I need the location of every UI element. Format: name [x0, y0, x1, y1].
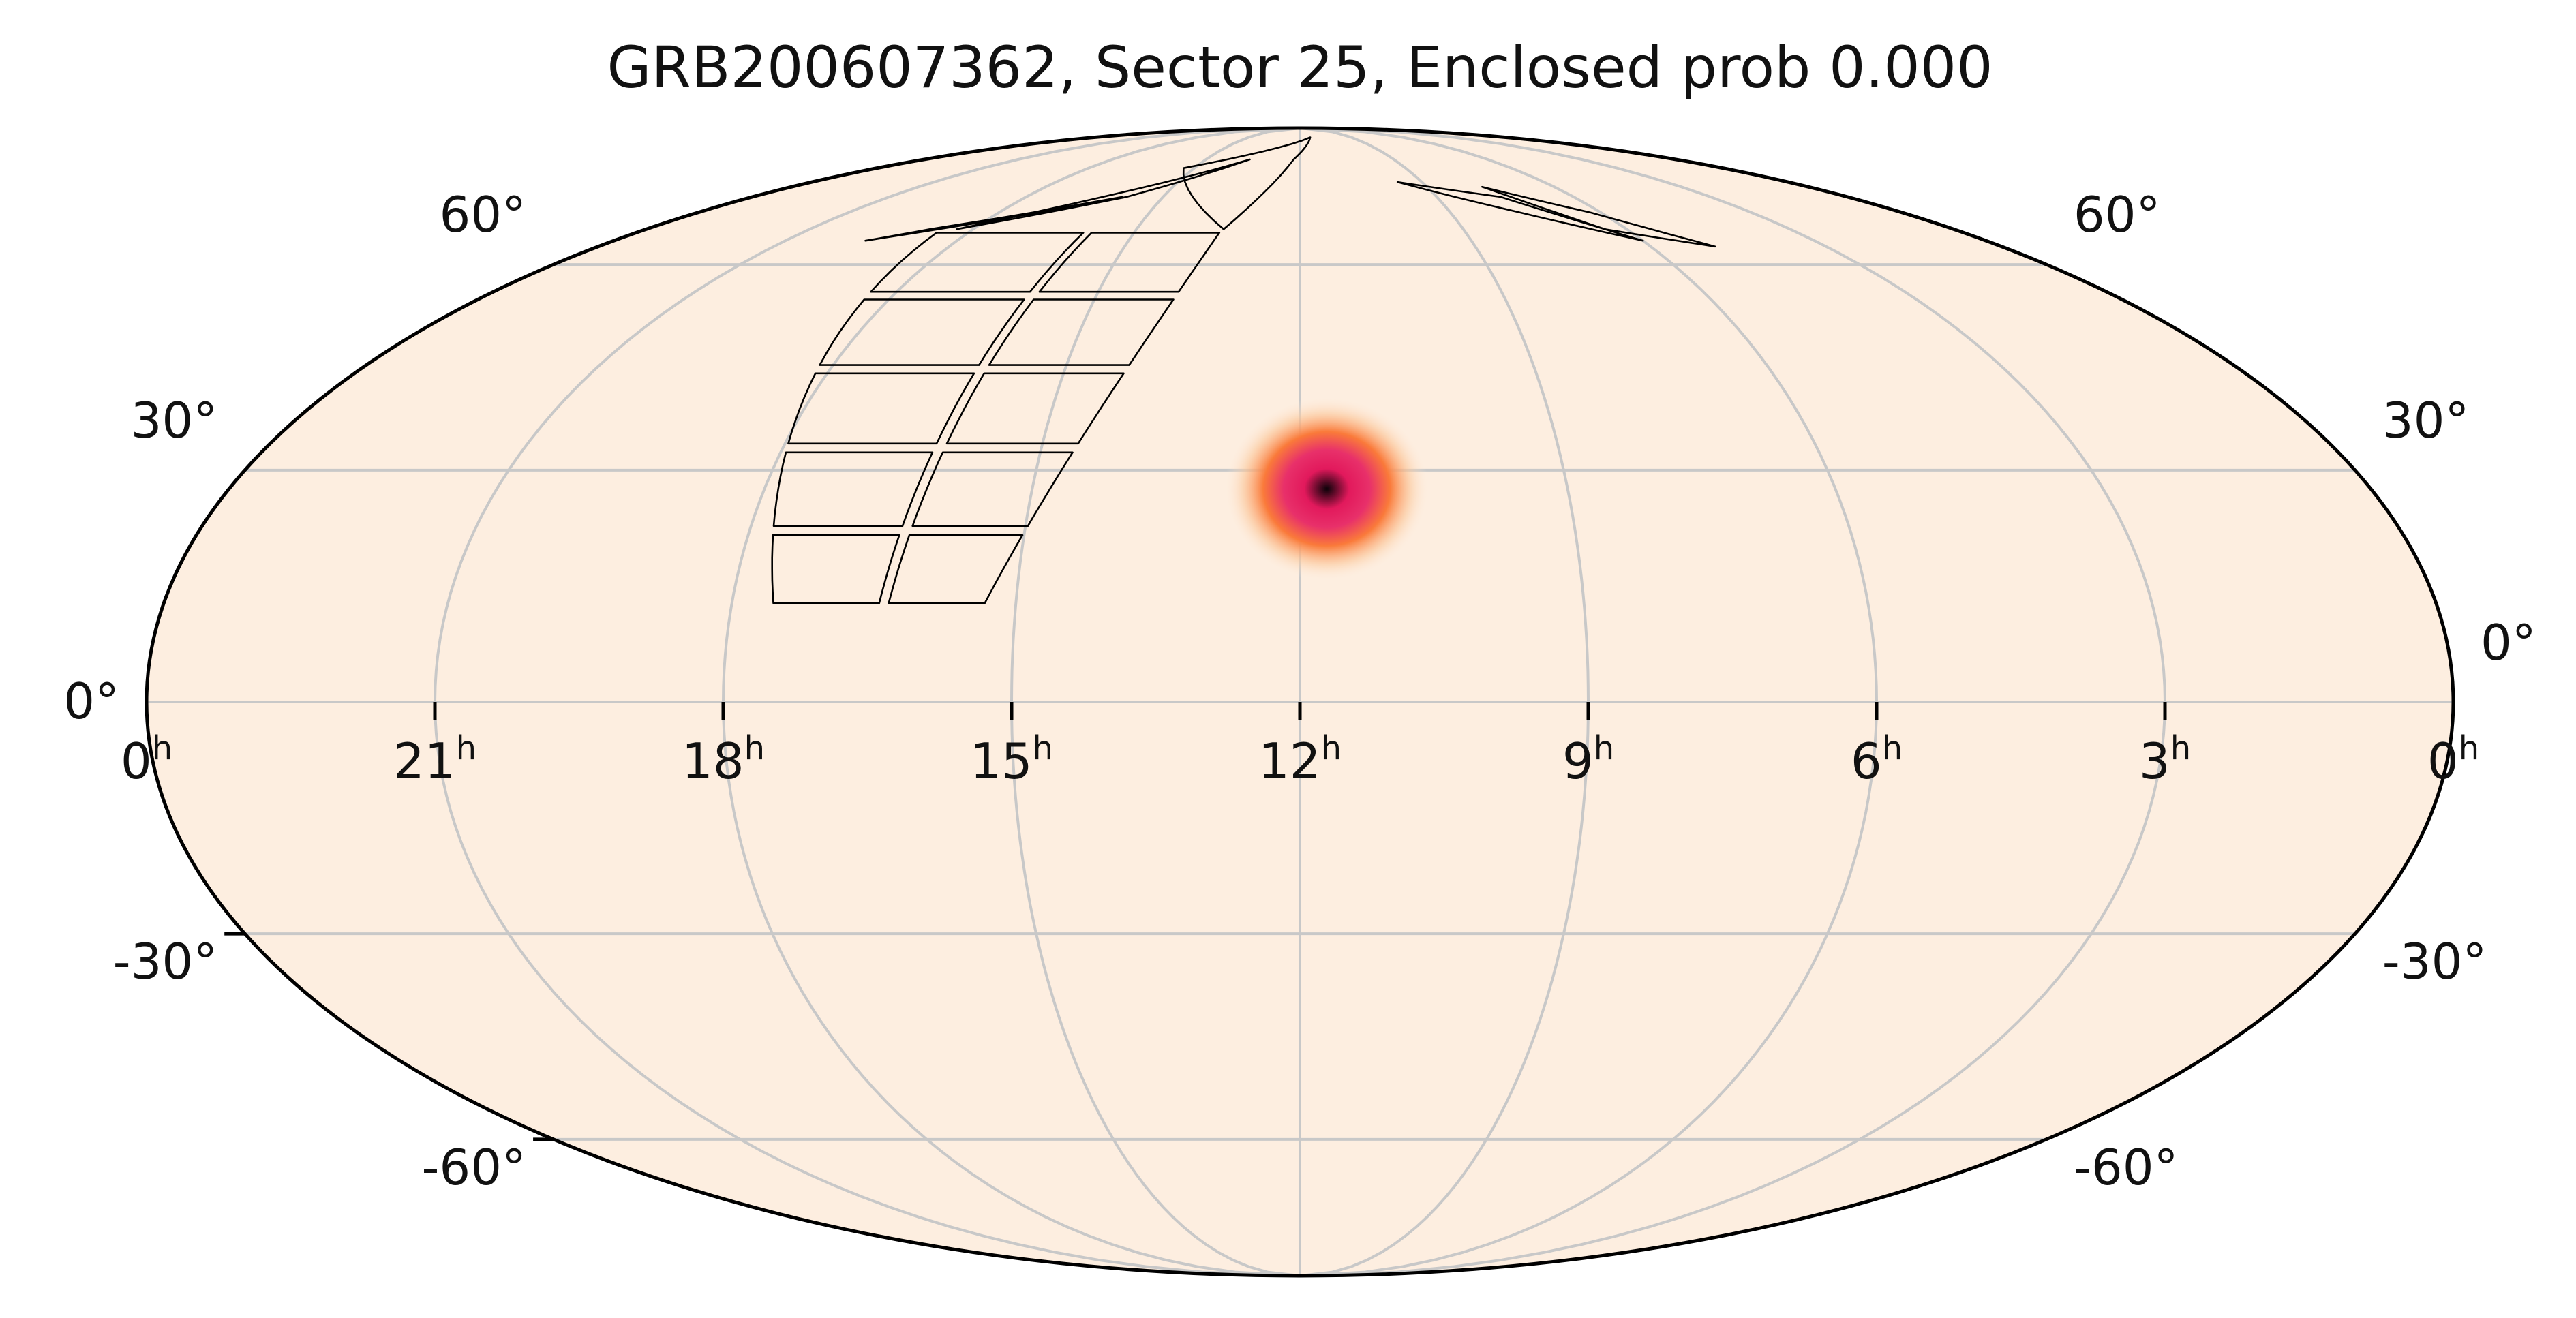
ccd-footprint [1182, 136, 1312, 230]
dec-label-right: -30° [2382, 933, 2487, 990]
ccd-footprint [819, 298, 1025, 366]
ra-ticks [224, 702, 2167, 1141]
axis-labels: 0h 21h 18h 15h 12h 9h 6h 3h 0h 60° 60° 30° 30° 0° 0° -3… [63, 186, 2536, 1196]
dec-label-left: 0° [63, 673, 119, 730]
map-title: GRB200607362, Sector 25, Enclosed prob 0… [607, 34, 1992, 101]
sky-outline [145, 126, 2455, 1278]
ccd-footprint [1396, 181, 1644, 242]
ccd-footprint [988, 298, 1175, 366]
ra-label: 0h [121, 729, 172, 790]
dec-label-left: 30° [131, 392, 218, 449]
ra-label: 0h [2427, 729, 2479, 790]
ccd-footprint [772, 451, 934, 527]
ra-label: 18h [682, 729, 765, 790]
dec-label-right: 0° [2481, 614, 2536, 671]
ccd-footprint [945, 372, 1125, 445]
dec-label-left: -60° [421, 1139, 526, 1196]
sector-footprints [771, 136, 1716, 604]
ccd-footprint [888, 534, 1024, 604]
localization-probability-blob [1224, 397, 1429, 581]
ra-label: 15h [970, 729, 1053, 790]
ra-label: 3h [2139, 729, 2191, 790]
ra-label: 9h [1562, 729, 1614, 790]
ccd-footprint [787, 372, 975, 445]
ra-label: 12h [1258, 729, 1342, 790]
ccd-footprint [771, 534, 900, 604]
ccd-footprint [956, 158, 1251, 230]
dec-label-right: 30° [2382, 392, 2470, 449]
ccd-footprint [870, 232, 1085, 293]
ra-label: 21h [393, 729, 476, 790]
ccd-footprint [911, 451, 1074, 527]
dec-label-right: 60° [2074, 186, 2161, 243]
dec-label-right: -60° [2074, 1139, 2179, 1196]
ccd-footprint [1481, 185, 1716, 248]
dec-label-left: 60° [439, 186, 526, 243]
ra-label: 6h [1851, 729, 1903, 790]
dec-label-left: -30° [113, 933, 218, 990]
ccd-footprint [1038, 232, 1221, 293]
ccd-footprint [864, 196, 1123, 242]
